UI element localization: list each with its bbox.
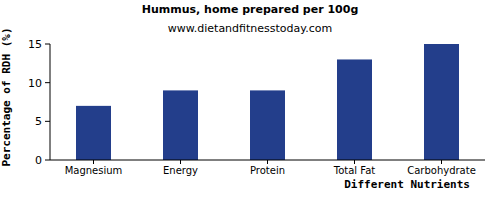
chart-container: Hummus, home prepared per 100g www.dietan… bbox=[0, 0, 500, 200]
bar bbox=[337, 59, 372, 160]
chart-svg: Hummus, home prepared per 100g www.dietan… bbox=[0, 0, 500, 200]
x-tick-label: Energy bbox=[163, 165, 198, 176]
x-tick bbox=[180, 160, 181, 164]
x-tick-label: Total Fat bbox=[333, 165, 375, 176]
y-axis-label: Percentage of RDH (%) bbox=[0, 27, 13, 166]
y-tick-label: 10 bbox=[28, 77, 42, 90]
y-tick bbox=[45, 44, 50, 45]
bar bbox=[424, 44, 459, 160]
x-tick-label: Magnesium bbox=[65, 165, 123, 176]
x-tick bbox=[93, 160, 94, 164]
bar bbox=[250, 90, 285, 160]
background bbox=[0, 0, 500, 200]
y-axis bbox=[50, 44, 51, 160]
y-tick bbox=[45, 160, 50, 161]
x-tick-label: Protein bbox=[250, 165, 285, 176]
x-axis-label: Different Nutrients bbox=[344, 178, 470, 191]
subtitle: www.dietandfitnesstoday.com bbox=[168, 22, 332, 35]
x-tick bbox=[267, 160, 268, 164]
title: Hummus, home prepared per 100g bbox=[142, 3, 359, 16]
y-tick bbox=[45, 121, 50, 122]
y-tick bbox=[45, 82, 50, 83]
bars bbox=[76, 44, 459, 160]
y-tick-label: 5 bbox=[35, 115, 42, 128]
x-tick-label: Carbohydrate bbox=[407, 165, 476, 176]
y-tick-label: 15 bbox=[28, 38, 42, 51]
y-tick-label: 0 bbox=[35, 154, 42, 167]
x-tick bbox=[354, 160, 355, 164]
bar bbox=[163, 90, 198, 160]
bar bbox=[76, 106, 111, 160]
x-tick bbox=[441, 160, 442, 164]
